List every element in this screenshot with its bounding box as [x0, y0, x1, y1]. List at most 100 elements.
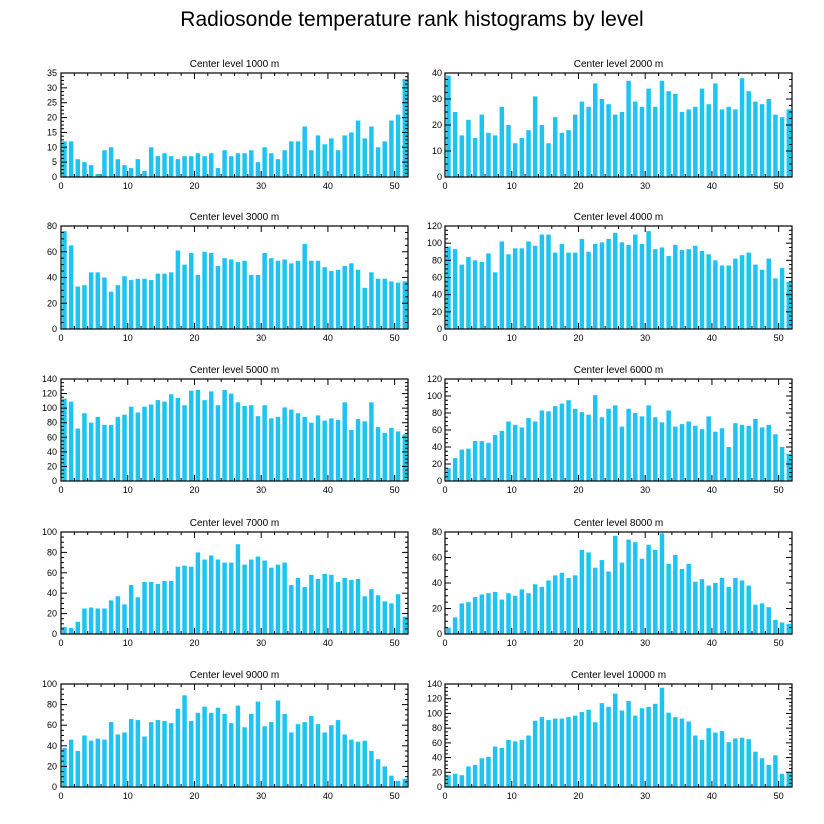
histogram-bar: [182, 565, 187, 634]
histogram-bar: [706, 585, 711, 634]
histogram-bar: [162, 273, 167, 329]
panel-title: Center level 2000 m: [574, 59, 664, 70]
x-tick-label: 20: [189, 791, 199, 801]
histogram-bar: [499, 599, 505, 634]
histogram-bar: [653, 549, 658, 634]
histogram-bar: [599, 560, 605, 634]
histogram-bar: [726, 742, 731, 787]
histogram-bar: [75, 621, 81, 634]
histogram-bar: [459, 775, 465, 787]
histogram-bar: [349, 579, 354, 634]
histogram-bar: [82, 735, 87, 787]
y-tick-label: 0: [52, 782, 57, 792]
histogram-bar: [532, 584, 538, 634]
histogram-bar: [122, 165, 127, 177]
histogram-bar: [713, 431, 718, 481]
histogram-bar: [222, 562, 227, 634]
histogram-bar: [115, 159, 121, 177]
y-tick-label: 60: [432, 553, 442, 563]
y-tick-label: 100: [427, 391, 442, 401]
histogram-bar: [128, 168, 134, 177]
histogram-bar: [593, 244, 598, 329]
histogram-bar: [82, 162, 87, 177]
histogram-bar: [512, 248, 518, 329]
histogram-bar: [539, 125, 545, 177]
histogram-bar: [168, 580, 174, 634]
histogram-bar: [289, 263, 294, 329]
histogram-bar: [506, 254, 511, 329]
histogram-bar: [659, 422, 665, 481]
histogram-bar: [546, 234, 551, 329]
histogram-bar: [626, 700, 631, 787]
y-tick-label: 40: [47, 741, 57, 751]
histogram-bar: [526, 418, 531, 481]
y-tick-label: 25: [47, 98, 57, 108]
histogram-bar: [446, 775, 451, 787]
panel-title: Center level 4000 m: [574, 212, 664, 223]
histogram-bar: [492, 135, 498, 177]
histogram-bar: [572, 408, 578, 481]
histogram-bar: [235, 153, 241, 177]
x-tick-label: 10: [123, 181, 133, 191]
histogram-bar: [519, 248, 525, 329]
histogram-bar: [773, 114, 778, 177]
histogram-bar: [275, 416, 281, 481]
y-tick-label: 30: [432, 94, 442, 104]
histogram-bar: [779, 622, 785, 634]
histogram-bar: [215, 707, 221, 787]
x-tick-label: 40: [707, 485, 717, 495]
x-tick-label: 10: [507, 791, 517, 801]
y-tick-label: 120: [427, 374, 442, 384]
histogram-bar: [195, 153, 201, 177]
histogram-bar: [492, 746, 498, 787]
histogram-bar: [446, 468, 451, 481]
histogram-bar: [168, 156, 174, 177]
histogram-bar: [75, 428, 81, 481]
histogram-bar: [646, 405, 651, 481]
histogram-bar: [552, 406, 558, 481]
histogram-bar: [402, 434, 407, 481]
histogram-bar: [315, 135, 321, 177]
histogram-bar: [402, 616, 407, 634]
histogram-bar: [95, 608, 101, 634]
histogram-bar: [626, 244, 631, 329]
histogram-bar: [686, 249, 691, 329]
histogram-bar: [242, 727, 247, 787]
histogram-bar: [262, 405, 267, 481]
histogram-bar: [519, 138, 525, 177]
histogram-bar: [335, 581, 341, 634]
histogram-bar: [375, 427, 381, 481]
histogram-bar: [719, 577, 725, 634]
y-tick-label: 40: [47, 447, 57, 457]
histogram-bar: [552, 117, 558, 177]
histogram-bar: [559, 718, 565, 787]
histogram-bar: [773, 434, 778, 481]
histogram-panel: Center level 8000 m 0 10 20 30 40 50 0 20 40 60 80: [432, 518, 793, 648]
histogram-bar: [512, 595, 518, 634]
histogram-bar: [309, 150, 314, 177]
histogram-bar: [382, 141, 387, 177]
histogram-bar: [706, 254, 711, 329]
y-tick-label: 5: [52, 157, 57, 167]
histogram-bar: [466, 256, 471, 329]
y-tick-label: 0: [52, 324, 57, 334]
x-tick-label: 20: [573, 181, 583, 191]
y-tick-label: 100: [427, 708, 442, 718]
histogram-bar: [613, 232, 618, 329]
x-tick-label: 40: [707, 181, 717, 191]
x-tick-label: 0: [442, 638, 447, 648]
histogram-bar: [262, 147, 267, 177]
histogram-bar: [322, 144, 327, 177]
histogram-bar: [342, 734, 347, 787]
figure-title: Radiosonde temperature rank histograms b…: [180, 8, 644, 31]
histogram-bar: [452, 249, 458, 329]
histogram-bar: [122, 276, 127, 329]
histogram-bar: [289, 732, 294, 787]
histogram-bar: [586, 251, 591, 329]
histogram-bar: [766, 607, 771, 634]
histogram-bar: [753, 264, 758, 329]
histogram-bar: [62, 626, 67, 634]
histogram-bar: [599, 242, 605, 329]
histogram-bar: [395, 780, 401, 787]
histogram-bar: [162, 580, 167, 634]
